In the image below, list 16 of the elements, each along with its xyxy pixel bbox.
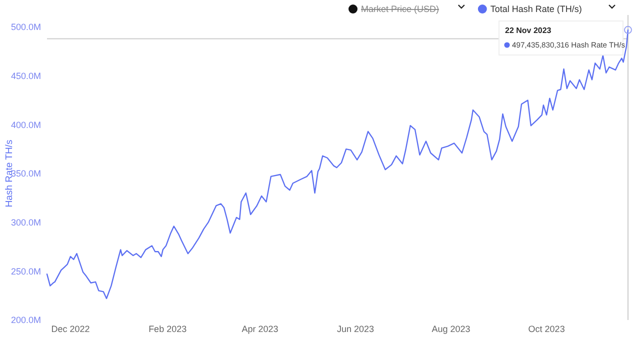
legend-label: Market Price (USD) (361, 4, 440, 14)
x-tick-label: Feb 2023 (148, 324, 187, 334)
annotation: 22 Nov 2023 (505, 26, 552, 35)
y-tick-label: 450.0M (10, 70, 41, 81)
y-tick-label: 200.0M (10, 315, 41, 326)
y-tick-label: 300.0M (10, 217, 41, 228)
x-tick-label: Aug 2023 (432, 324, 470, 334)
y-tick-label: 350.0M (10, 168, 41, 179)
x-tick-label: Dec 2022 (51, 324, 90, 334)
legend-label: Total Hash Rate (TH/s) (490, 4, 582, 14)
x-tick-label: Oct 2023 (528, 324, 565, 334)
y-tick-label: 400.0M (10, 120, 41, 130)
x-tick-label: Jun 2023 (336, 324, 374, 334)
y-tick-label: 250.0M (10, 266, 41, 276)
x-tick-label: Apr 2023 (242, 324, 278, 334)
y-tick-label: 500.0M (10, 22, 41, 32)
